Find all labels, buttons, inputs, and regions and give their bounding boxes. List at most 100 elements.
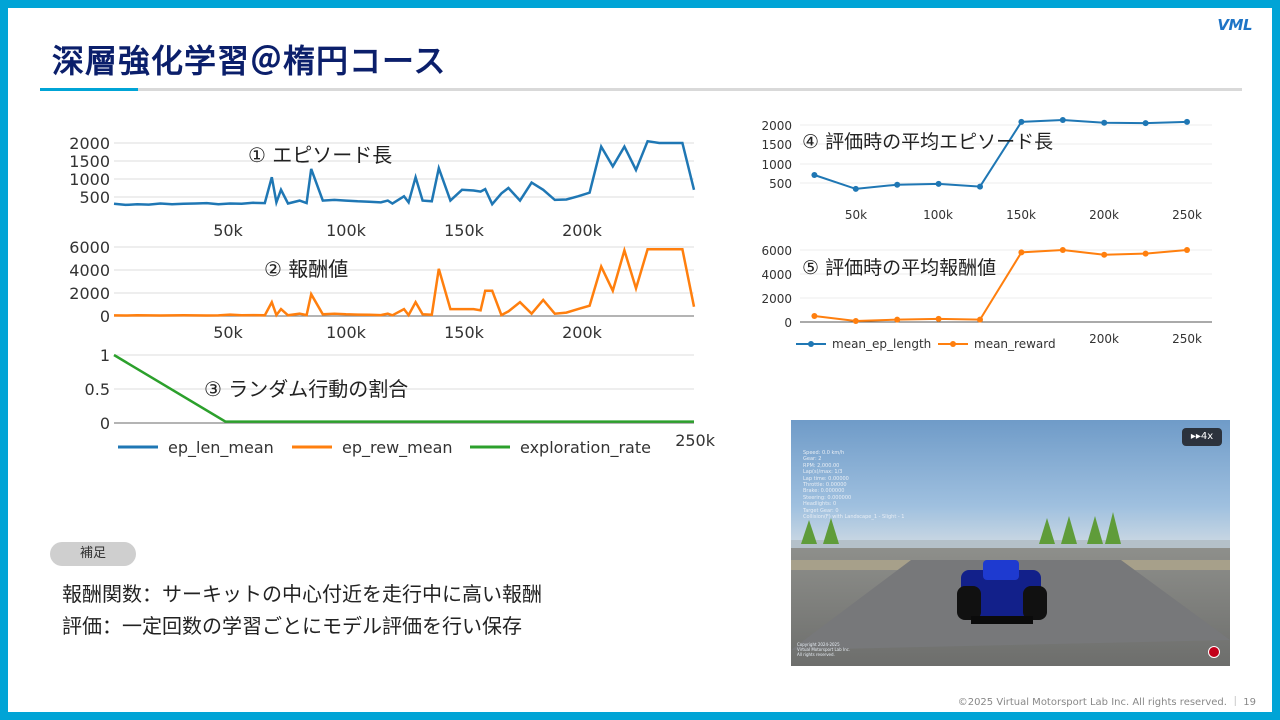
eval-len-ytick: 1500 bbox=[761, 138, 792, 152]
training-chart-group: 2000 1500 1000 500 50k 100k 150k 200k ① … bbox=[69, 134, 715, 458]
len-ytick: 500 bbox=[79, 188, 110, 207]
record-button[interactable] bbox=[1208, 646, 1220, 658]
eval-rew-ytick: 0 bbox=[784, 316, 792, 330]
annotation-eval-length: ④ 評価時の平均エピソード長 bbox=[802, 131, 1053, 153]
series-ep-rew-mean bbox=[113, 246, 696, 318]
training-charts: 2000 1500 1000 500 50k 100k 150k 200k ① … bbox=[69, 134, 715, 458]
mean-reward-point bbox=[852, 318, 859, 324]
len-xtick: 50k bbox=[213, 221, 243, 240]
hud-line: Target Gear: 0 bbox=[803, 507, 839, 514]
eval-len-xtick: 100k bbox=[923, 208, 953, 222]
mean-ep-length-point bbox=[852, 185, 859, 192]
evaluation-chart-group: 2000 1500 1000 500 50k 100k 150k 200k 25… bbox=[761, 117, 1212, 351]
exp-ytick: 1 bbox=[100, 346, 110, 365]
mean-reward-point bbox=[1184, 247, 1190, 253]
rew-ytick: 0 bbox=[100, 307, 110, 326]
series-exploration-rate bbox=[113, 353, 694, 423]
rew-xtick: 100k bbox=[326, 323, 367, 342]
exp-xtick-last: 250k bbox=[675, 431, 716, 450]
eval-len-xtick: 150k bbox=[1006, 208, 1036, 222]
mean-ep-length-point bbox=[811, 172, 818, 178]
mean-reward-point bbox=[811, 313, 818, 319]
page-title: 深層強化学習＠楕円コース bbox=[52, 42, 447, 80]
telemetry-hud: Speed: 0.0 km/h Gear: 2 RPM: 2,000.00 La… bbox=[803, 450, 904, 520]
len-ytick: 2000 bbox=[69, 134, 110, 153]
rew-ytick: 6000 bbox=[69, 238, 110, 257]
hud-line: Lap time: 0.00000 bbox=[803, 475, 849, 482]
footer: ©2025 Virtual Motorsport Lab Inc. All ri… bbox=[957, 697, 1256, 708]
rew-xtick: 200k bbox=[562, 323, 603, 342]
eval-len-xtick: 50k bbox=[845, 208, 867, 222]
legend-mean-reward: mean_reward bbox=[974, 337, 1056, 351]
simulator-view: ▸▸4x Speed: 0.0 km/h Gear: 2 RPM: 2,000.… bbox=[791, 420, 1230, 666]
hud-line: Throttle: 0.00000 bbox=[803, 482, 847, 489]
annotation-eval-reward: ⑤ 評価時の平均報酬値 bbox=[802, 257, 996, 279]
eval-rew-xtick: 250k bbox=[1172, 332, 1202, 346]
hud-line: RPM: 2,000.00 bbox=[803, 462, 840, 469]
rew-ytick: 2000 bbox=[69, 284, 110, 303]
title-divider bbox=[138, 88, 1242, 91]
eval-len-ytick: 500 bbox=[769, 177, 792, 191]
note-line: 評価：一定回数の学習ごとにモデル評価を行い保存 bbox=[62, 614, 522, 638]
annotation-exploration: ③ ランダム行動の割合 bbox=[204, 377, 408, 401]
mean-reward-points bbox=[811, 247, 1190, 324]
race-car bbox=[957, 560, 1047, 624]
hud-line: Lap(s)/max: 1/3 bbox=[803, 469, 843, 476]
mean-ep-length-point bbox=[935, 180, 942, 187]
eval-len-ytick: 2000 bbox=[761, 119, 792, 133]
fast-forward-button[interactable]: ▸▸4x bbox=[1182, 428, 1222, 446]
sim-copyright-line: Virtual Motorsport Lab Inc. bbox=[797, 647, 851, 652]
mean-ep-length-point bbox=[1184, 118, 1190, 125]
mean-ep-length-point bbox=[894, 181, 901, 188]
series-mean-ep-length bbox=[814, 118, 1188, 190]
rew-xtick: 150k bbox=[444, 323, 485, 342]
slide: 深層強化学習＠楕円コース VML 2000 1500 1000 500 50k … bbox=[8, 8, 1272, 712]
mean-ep-length-point bbox=[1142, 120, 1149, 127]
legend-ep-len-mean: ep_len_mean bbox=[168, 438, 274, 458]
len-xtick: 150k bbox=[444, 221, 485, 240]
eval-rew-ytick: 6000 bbox=[761, 244, 792, 258]
hud-line: Brake: 0.000000 bbox=[803, 488, 845, 495]
sim-copyright: Copyright 2024-2025 Virtual Motorsport L… bbox=[797, 642, 917, 657]
mean-reward-point bbox=[1059, 247, 1066, 253]
exp-ytick: 0 bbox=[100, 414, 110, 433]
eval-rew-xtick: 200k bbox=[1089, 332, 1119, 346]
mean-ep-length-point bbox=[1101, 119, 1108, 126]
rew-xtick: 50k bbox=[213, 323, 243, 342]
len-ytick: 1500 bbox=[69, 152, 110, 171]
mean-ep-length-point bbox=[977, 183, 983, 190]
eval-len-xtick: 200k bbox=[1089, 208, 1119, 222]
legend-marker bbox=[808, 341, 814, 347]
legend-mean-ep-length: mean_ep_length bbox=[832, 337, 931, 351]
rew-ytick: 4000 bbox=[69, 261, 110, 280]
eval-rew-ytick: 2000 bbox=[761, 292, 792, 306]
company-logo: VML bbox=[1217, 16, 1252, 34]
hud-line: Collision(F) with Landscape_1 - Slight -… bbox=[803, 514, 905, 521]
mean-ep-length-point bbox=[1059, 117, 1066, 123]
far-wall bbox=[791, 540, 1230, 548]
mean-ep-length-points bbox=[811, 117, 1190, 192]
sim-copyright-line: Copyright 2024-2025 bbox=[797, 642, 840, 647]
legend-ep-rew-mean: ep_rew_mean bbox=[342, 438, 453, 458]
exp-ytick: 0.5 bbox=[85, 380, 110, 399]
eval-rew-ytick: 4000 bbox=[761, 268, 792, 282]
annotation-reward: ② 報酬値 bbox=[264, 257, 348, 281]
len-xtick: 100k bbox=[326, 221, 367, 240]
series-mean-reward bbox=[814, 248, 1188, 323]
mean-reward-point bbox=[977, 316, 983, 323]
mean-reward-point bbox=[1018, 249, 1025, 256]
trees bbox=[801, 512, 1121, 544]
mean-reward-point bbox=[935, 315, 942, 322]
mean-ep-length-point bbox=[1018, 118, 1025, 125]
len-ytick: 1000 bbox=[69, 170, 110, 189]
mean-reward-point bbox=[894, 316, 901, 323]
hud-line: Gear: 2 bbox=[803, 456, 822, 463]
note-badge: 補足 bbox=[50, 542, 136, 566]
hud-line: Headlights: 0 bbox=[803, 501, 837, 508]
hud-line: Speed: 0.0 km/h bbox=[803, 450, 845, 456]
legend-exploration-rate: exploration_rate bbox=[520, 438, 651, 458]
len-xtick: 200k bbox=[562, 221, 603, 240]
note-line: 報酬関数：サーキットの中心付近を走行中に高い報酬 bbox=[62, 582, 542, 606]
hud-line: Steering: 0.000000 bbox=[803, 494, 852, 501]
annotation-episode-length: ① エピソード長 bbox=[248, 143, 392, 167]
